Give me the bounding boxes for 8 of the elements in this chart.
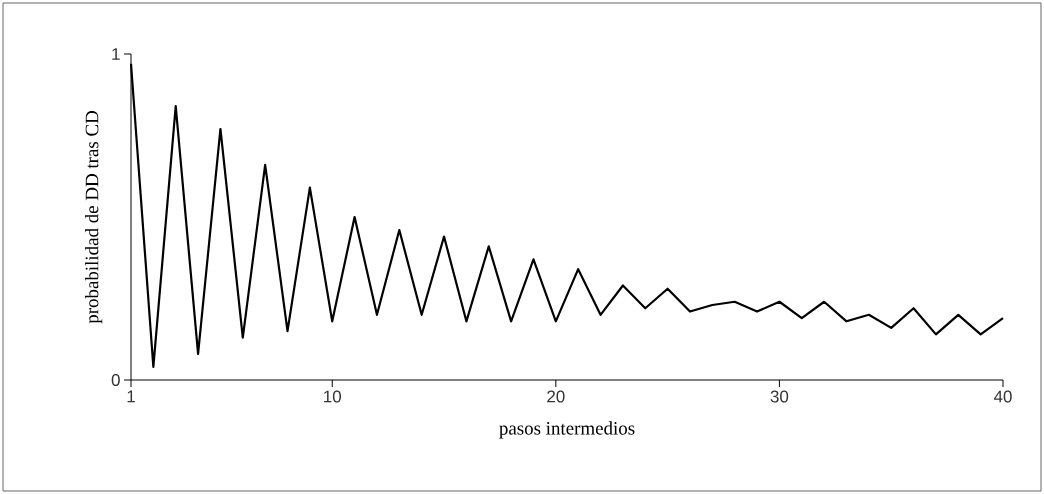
x-tick-label: 40 xyxy=(993,390,1012,403)
x-tick-label: 10 xyxy=(324,390,341,403)
x-tick-label: 20 xyxy=(547,390,565,403)
x-tick-label: 30 xyxy=(770,390,789,403)
y-tick-label: 0 xyxy=(111,374,120,386)
y-axis-title: probabilidad de DD tras CD xyxy=(85,111,103,324)
x-tick-label: 1 xyxy=(127,390,135,403)
x-axis-title: pasos intermedios xyxy=(499,421,635,439)
